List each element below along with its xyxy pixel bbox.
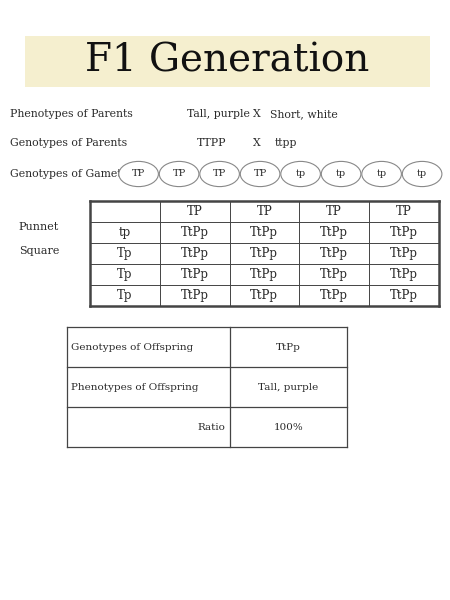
Text: Tp: Tp [117, 268, 133, 281]
Text: Genotypes of Parents: Genotypes of Parents [10, 138, 127, 148]
Text: TtPp: TtPp [320, 226, 348, 239]
Text: X: X [252, 109, 261, 119]
Text: TtPp: TtPp [390, 268, 418, 281]
Text: TtPp: TtPp [250, 226, 279, 239]
Text: TtPp: TtPp [250, 289, 279, 302]
Text: TtPp: TtPp [390, 247, 418, 260]
Text: Square: Square [19, 246, 59, 256]
Text: X: X [252, 138, 261, 148]
Text: F1 Generation: F1 Generation [85, 43, 369, 80]
Text: Ratio: Ratio [197, 422, 225, 431]
Text: tp: tp [119, 226, 131, 239]
Text: Punnet: Punnet [19, 222, 59, 232]
Text: TP: TP [132, 169, 145, 179]
Text: ttpp: ttpp [274, 138, 297, 148]
Ellipse shape [402, 161, 442, 187]
Text: TtPp: TtPp [320, 268, 348, 281]
Text: TtPp: TtPp [180, 268, 209, 281]
Text: tp: tp [377, 169, 387, 179]
Text: TtPp: TtPp [276, 343, 301, 352]
Text: Genotypes of Gametes: Genotypes of Gametes [10, 169, 133, 179]
Text: tp: tp [336, 169, 346, 179]
Text: TP: TP [253, 169, 267, 179]
Text: Phenotypes of Parents: Phenotypes of Parents [10, 109, 133, 119]
Text: Tp: Tp [117, 247, 133, 260]
Text: 100%: 100% [274, 422, 303, 431]
Text: TP: TP [256, 205, 272, 218]
Text: TP: TP [172, 169, 186, 179]
Text: TP: TP [213, 169, 226, 179]
Ellipse shape [200, 161, 239, 187]
FancyBboxPatch shape [25, 36, 430, 87]
Ellipse shape [119, 161, 158, 187]
Text: TtPp: TtPp [180, 247, 209, 260]
Text: Tp: Tp [117, 289, 133, 302]
Ellipse shape [362, 161, 401, 187]
Ellipse shape [281, 161, 320, 187]
Text: Tall, purple: Tall, purple [258, 383, 319, 391]
Ellipse shape [240, 161, 280, 187]
Text: TP: TP [187, 205, 202, 218]
Text: TTPP: TTPP [197, 138, 227, 148]
Text: TtPp: TtPp [250, 247, 279, 260]
Text: TtPp: TtPp [180, 289, 209, 302]
Text: tp: tp [417, 169, 427, 179]
Text: Phenotypes of Offspring: Phenotypes of Offspring [71, 383, 198, 391]
Text: Short, white: Short, white [270, 109, 338, 119]
Text: Tall, purple: Tall, purple [187, 109, 250, 119]
Ellipse shape [321, 161, 361, 187]
Text: TtPp: TtPp [250, 268, 279, 281]
Text: tp: tp [296, 169, 306, 179]
Text: TtPp: TtPp [390, 226, 418, 239]
Text: TP: TP [396, 205, 412, 218]
Text: TtPp: TtPp [320, 247, 348, 260]
Ellipse shape [159, 161, 199, 187]
Text: TtPp: TtPp [180, 226, 209, 239]
Text: TP: TP [326, 205, 342, 218]
Text: Genotypes of Offspring: Genotypes of Offspring [71, 343, 194, 352]
Text: TtPp: TtPp [390, 289, 418, 302]
Text: TtPp: TtPp [320, 289, 348, 302]
